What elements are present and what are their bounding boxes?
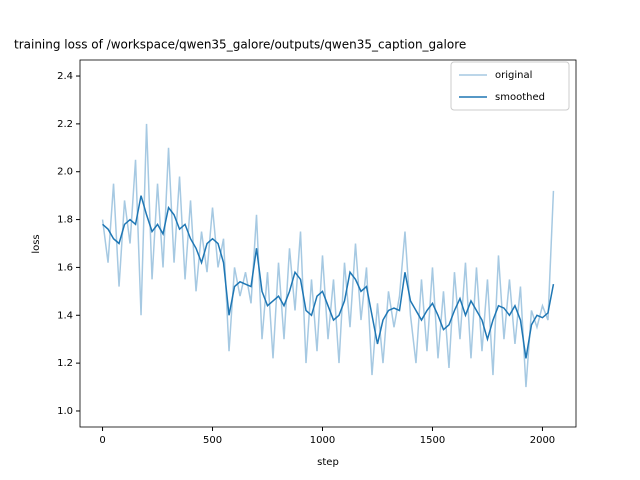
y-tick-label: 1.4 [57, 310, 73, 321]
chart-title: training loss of /workspace/qwen35_galor… [14, 38, 466, 52]
x-axis-label: step [317, 457, 339, 468]
x-tick-label: 0 [99, 435, 105, 446]
y-tick-label: 2.0 [57, 167, 73, 178]
x-tick-label: 500 [203, 435, 222, 446]
axes-frame [79, 59, 577, 428]
y-tick-label: 2.4 [57, 71, 73, 82]
y-tick-label: 2.2 [57, 119, 73, 130]
x-tick-label: 2000 [530, 435, 555, 446]
legend-label: smoothed [495, 92, 545, 103]
legend-label: original [495, 70, 532, 81]
line-smoothed [102, 195, 555, 359]
y-tick-label: 1.8 [57, 215, 73, 226]
y-tick-label: 1.2 [57, 358, 73, 369]
y-tick-label: 1.6 [57, 262, 73, 273]
line-original [101, 123, 555, 388]
y-axis-label: loss [31, 234, 42, 253]
y-tick-label: 1.0 [57, 406, 73, 417]
x-tick-label: 1000 [310, 435, 335, 446]
x-tick-label: 1500 [420, 435, 445, 446]
legend-box [450, 61, 570, 111]
